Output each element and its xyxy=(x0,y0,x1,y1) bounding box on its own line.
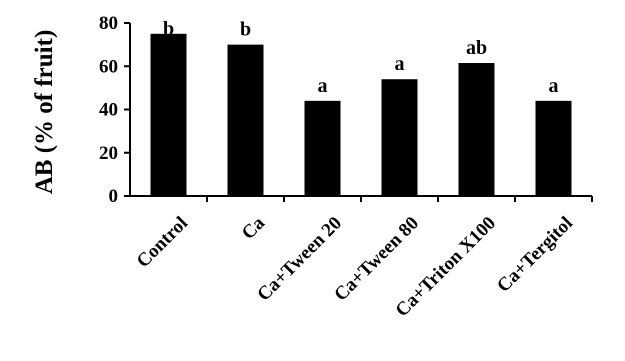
bar xyxy=(304,100,341,196)
significance-letter: a xyxy=(549,75,559,97)
bar xyxy=(381,79,418,196)
bar xyxy=(535,100,572,196)
x-category-label: Control xyxy=(133,213,192,272)
y-axis-title: AB (% of fruit) xyxy=(31,30,58,195)
significance-letter: ab xyxy=(466,37,487,59)
x-category-label: Ca xyxy=(238,212,270,244)
y-tick-label: 20 xyxy=(99,143,118,164)
bar xyxy=(227,44,264,196)
y-tick-label: 40 xyxy=(99,100,118,121)
significance-letter: b xyxy=(240,19,251,41)
x-category-label: Ca+Tergitol xyxy=(493,213,577,297)
significance-letter: a xyxy=(395,53,405,75)
y-tick-label: 0 xyxy=(109,186,119,207)
y-tick-label: 60 xyxy=(99,56,118,77)
significance-letter: b xyxy=(163,18,174,40)
bar xyxy=(150,33,187,196)
y-tick-label: 80 xyxy=(99,13,118,34)
significance-letter: a xyxy=(318,75,328,97)
bar xyxy=(458,63,495,196)
